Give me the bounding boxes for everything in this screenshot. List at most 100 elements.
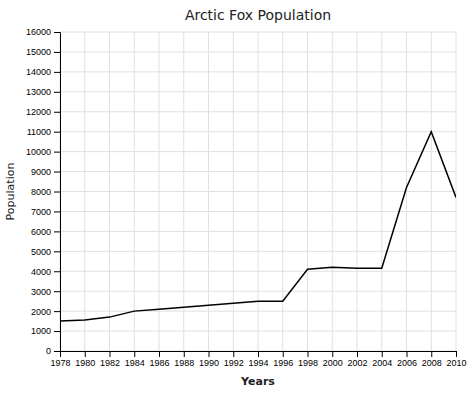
x-tick: 2010 [446,351,466,368]
x-tick-label: 1988 [174,358,194,368]
grid-line-y [60,151,456,152]
x-axis: 1978 1980 1982 1984 1986 1988 1990 1992 1994 1996… [50,351,466,368]
x-tick-mark [456,351,457,357]
x-tick-label: 2002 [347,358,367,368]
x-tick: 1978 [50,351,70,368]
y-tick-mark [54,231,60,232]
x-tick-mark [431,351,432,357]
grid-line-y [60,51,456,52]
x-tick-label: 1978 [50,358,70,368]
x-tick: 1996 [273,351,293,368]
grid-line-y [60,211,456,212]
y-tick-label: 11000 [27,127,51,137]
x-tick: 2008 [422,351,442,368]
y-axis-line [54,33,61,352]
grid-line-y [60,171,456,172]
x-tick-mark [258,351,259,357]
grid-line-y [60,111,456,112]
y-tick-label: 9000 [31,167,51,177]
y-tick-mark [54,172,60,173]
y-tick-label: 13000 [26,87,51,97]
x-tick-mark [233,351,234,357]
line [60,132,456,321]
y-tick-label: 4000 [31,267,51,277]
y-tick-mark [54,351,60,352]
y-tick-mark [54,152,60,153]
x-tick-mark [159,351,160,357]
y-tick: 9000 [31,167,60,177]
grid-line-y [60,271,456,272]
y-tick-label: 7000 [31,207,51,217]
x-tick-mark [382,351,383,357]
y-tick-mark [54,52,60,53]
y-tick-mark [54,331,60,332]
x-tick: 2004 [372,351,392,368]
y-tick-mark [54,92,60,93]
x-tick-mark [110,351,111,357]
x-tick-mark [134,351,135,357]
y-axis: 0100020003000400050006000700080009000100… [26,27,61,356]
y-tick: 1000 [31,326,60,336]
x-tick-mark [357,351,358,357]
x-tick: 1990 [199,351,219,368]
y-tick-mark [54,311,60,312]
y-tick: 0 [46,346,60,356]
y-tick: 4000 [31,267,60,277]
x-tick-label: 1996 [273,358,293,368]
x-tick-label: 1994 [248,358,268,368]
x-tick: 1984 [125,351,145,368]
y-tick-mark [54,72,60,73]
grid [60,32,456,351]
x-tick-mark [85,351,86,357]
x-tick: 1980 [75,351,95,368]
x-tick-label: 1998 [298,358,318,368]
x-tick-mark [308,351,309,357]
x-tick-label: 1992 [224,358,244,368]
x-tick-label: 1986 [149,358,169,368]
grid-line-y [60,231,456,232]
y-tick: 6000 [31,227,60,237]
y-tick-label: 1000 [31,326,51,336]
chart: 1978 1980 1982 1984 1986 1988 1990 1992 1994 1996… [0,0,474,395]
x-tick: 1994 [248,351,268,368]
y-tick-label: 15000 [26,47,51,57]
grid-line-y [60,71,456,72]
y-tick: 8000 [31,187,60,197]
x-tick-label: 1990 [199,358,219,368]
x-axis-line [61,352,457,358]
grid-line-y [60,191,456,192]
x-tick-label: 2000 [323,358,343,368]
grid-line-y [60,91,456,92]
y-tick: 16000 [26,27,60,37]
y-tick-label: 2000 [31,307,51,317]
y-tick-mark [54,112,60,113]
title: Arctic Fox Population [185,7,331,23]
x-tick-label: 1980 [75,358,95,368]
y-axis-title: Population [4,163,17,221]
y-tick-label: 16000 [26,27,51,37]
x-tick: 1982 [100,351,120,368]
y-tick-label: 10000 [26,147,51,157]
chart-container: 1978 1980 1982 1984 1986 1988 1990 1992 1994 1996… [0,0,474,395]
x-tick-mark [209,351,210,357]
grid-line-y [60,311,456,312]
y-tick: 7000 [31,207,60,217]
y-tick-label: 5000 [31,247,51,257]
x-tick-label: 2004 [372,358,392,368]
grid-line-y [60,32,456,33]
x-axis-title: Years [240,375,275,388]
grid-line-y [60,131,456,132]
x-tick-label: 2010 [446,358,466,368]
y-tick-label: 6000 [31,227,51,237]
y-tick-label: 8000 [31,187,51,197]
y-tick: 15000 [26,47,60,57]
plot: 1978 1980 1982 1984 1986 1988 1990 1992 1994 1996… [26,27,467,368]
x-tick: 1998 [298,351,318,368]
y-tick-mark [54,192,60,193]
y-tick-mark [54,271,60,272]
y-tick-mark [54,211,60,212]
y-tick: 10000 [26,147,60,157]
x-tick: 1986 [149,351,169,368]
x-tick: 2000 [323,351,343,368]
y-tick-label: 14000 [26,67,51,77]
